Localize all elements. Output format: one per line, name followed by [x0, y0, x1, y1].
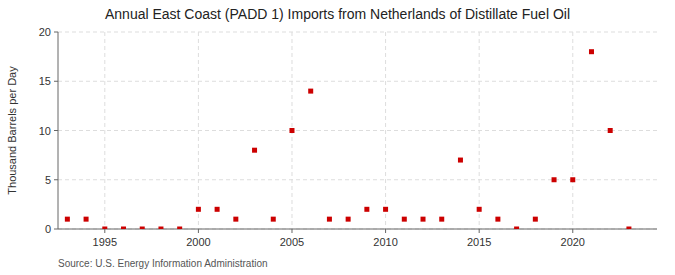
y-tick [54, 32, 58, 33]
x-tick-label: 1995 [93, 236, 117, 248]
source: Source: U.S. Energy Information Administ… [58, 258, 268, 269]
y-tick-label: 0 [45, 223, 51, 235]
y-tick [54, 229, 58, 230]
x-tick-label: 2010 [373, 236, 397, 248]
point [215, 207, 220, 212]
y-grid-line [58, 81, 657, 82]
y-tick-label: 5 [45, 174, 51, 186]
y-grid-line [58, 32, 657, 33]
axes: 0 5 10 15 20 1995 2000 2005 2010 2015 2020 [39, 26, 585, 248]
point [383, 207, 388, 212]
point [346, 217, 351, 222]
point [589, 49, 594, 54]
point [289, 128, 294, 133]
x-grid-line [198, 32, 199, 229]
y-axis-label: Thousand Barrels per Day [6, 66, 18, 195]
point [402, 217, 407, 222]
y-grid-line [58, 130, 657, 131]
chart: 0 5 10 15 20 1995 2000 2005 2010 2015 2020 Annual E… [0, 0, 675, 275]
point [84, 217, 89, 222]
point [533, 217, 538, 222]
point [439, 217, 444, 222]
grid [58, 32, 657, 229]
x-grid-line [572, 32, 573, 229]
y-tick-label: 20 [39, 26, 51, 38]
y-tick-label: 10 [39, 125, 51, 137]
point [140, 227, 145, 230]
x-tick-label: 2015 [467, 236, 491, 248]
point [121, 227, 126, 230]
y-tick [54, 81, 58, 82]
x-tick [479, 229, 480, 233]
y-tick [54, 179, 58, 180]
point [177, 227, 182, 230]
title: Annual East Coast (PADD 1) Imports from … [105, 6, 570, 22]
y-grid-line [58, 179, 657, 180]
point [477, 207, 482, 212]
x-tick [104, 229, 105, 233]
y-tick-label: 15 [39, 75, 51, 87]
point [608, 128, 613, 133]
x-tick [291, 229, 292, 233]
point [233, 217, 238, 222]
x-grid-line [385, 32, 386, 229]
x-tick [385, 229, 386, 233]
point [570, 177, 575, 182]
point [552, 177, 557, 182]
point [364, 207, 369, 212]
y-grid-line [58, 229, 657, 230]
point [158, 227, 163, 230]
y-tick [54, 130, 58, 131]
point [102, 227, 107, 230]
point [65, 217, 70, 222]
point [458, 158, 463, 163]
x-tick-label: 2005 [280, 236, 304, 248]
point [308, 89, 313, 94]
point [327, 217, 332, 222]
points [65, 49, 632, 229]
x-tick [572, 229, 573, 233]
point [271, 217, 276, 222]
point [196, 207, 201, 212]
x-grid-line [104, 32, 105, 229]
point [626, 227, 631, 230]
point [514, 227, 519, 230]
point [252, 148, 257, 153]
x-axis-line [58, 229, 657, 230]
point [495, 217, 500, 222]
x-tick-label: 2020 [561, 236, 585, 248]
x-tick-label: 2000 [186, 236, 210, 248]
x-tick [198, 229, 199, 233]
x-grid-line [479, 32, 480, 229]
point [421, 217, 426, 222]
